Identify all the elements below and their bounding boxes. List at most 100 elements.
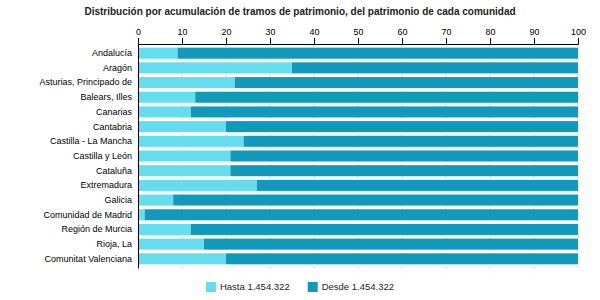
x-tick: 30 — [265, 27, 275, 44]
x-tick: 0 — [136, 27, 141, 44]
bar — [138, 180, 257, 191]
x-tick-label: 70 — [441, 27, 451, 37]
bar — [138, 253, 226, 264]
bar — [138, 136, 244, 147]
x-tick: 20 — [221, 27, 231, 44]
bar — [145, 209, 578, 220]
y-tick-label: Asturias, Principado de — [39, 77, 132, 87]
bar — [173, 195, 578, 206]
x-tick: 60 — [397, 27, 407, 44]
x-tick-label: 60 — [397, 27, 407, 37]
bar — [230, 150, 578, 161]
bar — [138, 121, 226, 132]
bar — [235, 77, 578, 88]
x-tick-mark — [138, 38, 139, 44]
bar — [138, 92, 195, 103]
bar — [226, 121, 578, 132]
y-tick-label: Comunitat Valenciana — [45, 254, 132, 264]
y-tick: Balears, Illes — [80, 92, 138, 102]
bar — [138, 48, 178, 59]
legend-label: Desde 1.454.322 — [322, 281, 394, 292]
bar — [244, 136, 578, 147]
bar — [292, 62, 578, 73]
y-tick: Comunidad de Madrid — [43, 210, 138, 220]
x-tick-label: 10 — [177, 27, 187, 37]
y-tick-label: Aragón — [103, 63, 132, 73]
bar — [226, 253, 578, 264]
x-tick: 80 — [485, 27, 495, 44]
y-tick: Aragón — [103, 63, 138, 73]
y-tick-label: Extremadura — [80, 180, 132, 190]
y-tick-label: Castilla - La Mancha — [50, 136, 132, 146]
y-tick-label: Andalucía — [92, 48, 132, 58]
legend-label: Hasta 1.454.322 — [220, 281, 290, 292]
x-tick-mark — [314, 38, 315, 44]
x-tick-label: 50 — [353, 27, 363, 37]
bar — [138, 62, 292, 73]
legend-swatch — [308, 282, 318, 292]
x-tick-mark — [226, 38, 227, 44]
y-tick: Andalucía — [92, 48, 138, 58]
x-tick: 90 — [529, 27, 539, 44]
y-tick-label: Balears, Illes — [80, 92, 132, 102]
x-tick: 40 — [309, 27, 319, 44]
grid-line — [138, 44, 139, 268]
chart-svg: Distribución por acumulación de tramos d… — [0, 0, 600, 300]
y-tick-label: Rioja, La — [96, 239, 132, 249]
x-tick-mark — [402, 38, 403, 44]
y-tick-label: Galicia — [104, 195, 132, 205]
x-tick-mark — [534, 38, 535, 44]
y-tick: Cataluña — [96, 166, 138, 176]
bar — [257, 180, 578, 191]
y-tick: Canarias — [96, 107, 138, 117]
x-tick-mark — [182, 38, 183, 44]
x-tick-label: 30 — [265, 27, 275, 37]
y-tick-label: Cantabria — [93, 122, 132, 132]
x-tick-label: 0 — [136, 27, 141, 37]
y-axis: Andalucía Aragón Asturias, Principado de Ba… — [39, 45, 138, 269]
bar — [138, 106, 191, 117]
y-tick: Región de Murcia — [61, 224, 138, 234]
x-tick-label: 90 — [529, 27, 539, 37]
y-tick: Galicia — [104, 195, 138, 205]
chart-title: Distribución por acumulación de tramos d… — [84, 6, 515, 17]
x-tick-label: 100 — [571, 27, 586, 37]
legend-item: Hasta 1.454.322 — [206, 281, 290, 292]
bar — [191, 106, 578, 117]
x-tick: 100 — [571, 27, 586, 44]
bar — [138, 165, 230, 176]
x-tick-mark — [446, 38, 447, 44]
bar — [138, 77, 235, 88]
x-axis-line — [139, 38, 579, 45]
y-tick: Comunitat Valenciana — [45, 254, 138, 264]
bars — [138, 48, 578, 265]
bar — [230, 165, 578, 176]
bar — [138, 195, 173, 206]
x-tick: 10 — [177, 27, 187, 44]
x-tick-label: 20 — [221, 27, 231, 37]
y-tick: Asturias, Principado de — [39, 77, 138, 87]
y-tick: Rioja, La — [96, 239, 138, 249]
x-tick-mark — [270, 38, 271, 44]
bar — [138, 224, 191, 235]
bar — [191, 224, 578, 235]
chart-container: Distribución por acumulación de tramos d… — [0, 0, 600, 300]
bar — [138, 150, 230, 161]
legend-swatch — [206, 282, 216, 292]
y-axis-line — [138, 45, 139, 269]
legend: Hasta 1.454.322 Desde 1.454.322 — [206, 281, 394, 292]
legend-item: Desde 1.454.322 — [308, 281, 394, 292]
bar — [138, 239, 204, 250]
y-tick-label: Canarias — [96, 107, 133, 117]
x-tick-mark — [490, 38, 491, 44]
y-tick-label: Región de Murcia — [61, 224, 132, 234]
y-tick-label: Castilla y León — [73, 151, 132, 161]
y-tick: Castilla y León — [73, 151, 138, 161]
x-axis: 0 10 20 30 40 50 60 70 80 90 100 — [136, 27, 586, 45]
y-tick: Castilla - La Mancha — [50, 136, 138, 146]
bar-series — [145, 48, 578, 265]
y-tick-label: Comunidad de Madrid — [43, 210, 132, 220]
x-tick-mark — [578, 38, 579, 44]
x-tick-label: 40 — [309, 27, 319, 37]
x-tick-label: 80 — [485, 27, 495, 37]
